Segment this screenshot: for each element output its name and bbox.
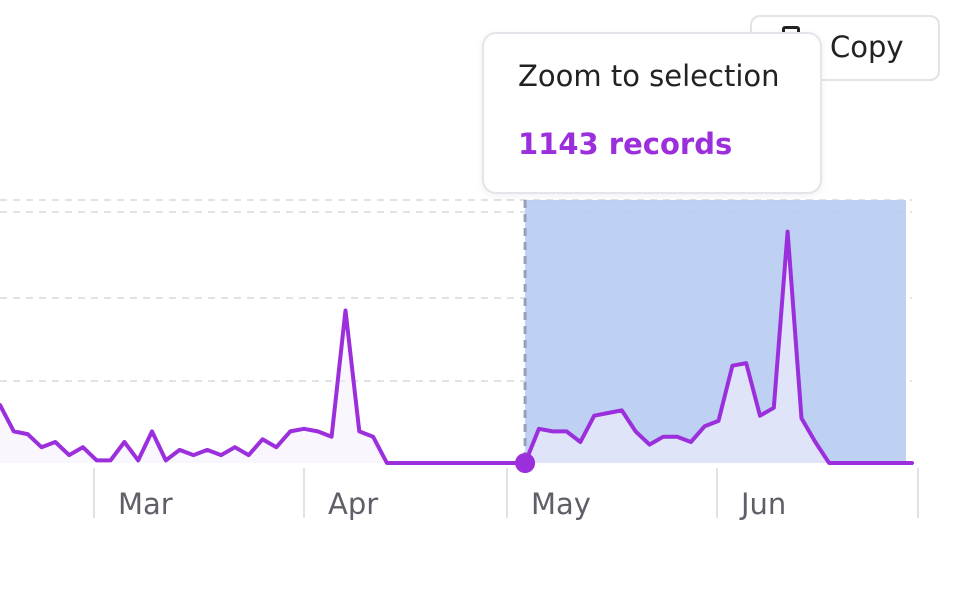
- x-tick-label: Jun: [739, 487, 786, 521]
- copy-button-label: Copy: [830, 30, 904, 64]
- zoom-tooltip[interactable]: Zoom to selection 1143 records: [482, 32, 822, 194]
- series-layer: [0, 229, 914, 473]
- selection-layer[interactable]: [523, 200, 906, 463]
- zoom-to-selection-label[interactable]: Zoom to selection: [518, 59, 780, 93]
- x-tick-label: May: [531, 487, 591, 521]
- selection-range[interactable]: [525, 200, 906, 463]
- series-line: [0, 229, 914, 465]
- x-tick-label: Apr: [328, 487, 378, 521]
- selection-handle[interactable]: [515, 453, 536, 473]
- selection-record-count: 1143 records: [518, 127, 733, 161]
- x-tick-label: Mar: [118, 487, 173, 521]
- x-axis: Mar Apr May Jun: [93, 468, 919, 521]
